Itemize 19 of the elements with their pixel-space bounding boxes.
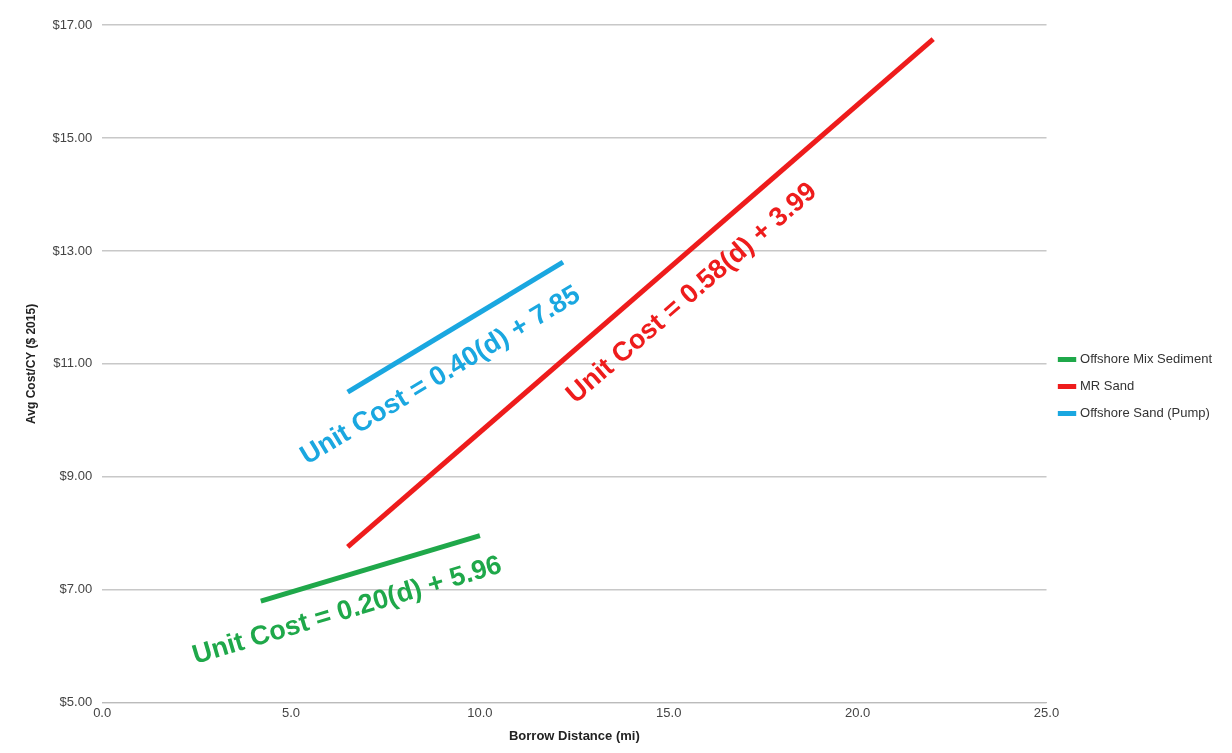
x-axis-title: Borrow Distance (mi)	[508, 727, 640, 743]
x-tick-label: 5.0	[281, 705, 301, 721]
y-tick-label: $5.00	[59, 694, 93, 710]
x-tick-label: 15.0	[656, 705, 682, 721]
annotation: Unit Cost = 0.20(d) + 5.96	[188, 548, 505, 670]
y-tick-label: $7.00	[59, 581, 93, 597]
legend-label: Offshore Sand (Pump)	[1080, 405, 1210, 421]
x-tick-label: 25.0	[1033, 705, 1060, 721]
legend-label: MR Sand	[1080, 378, 1135, 394]
x-tick-label: 0.0	[93, 705, 112, 721]
y-tick-label: $13.00	[52, 242, 93, 258]
y-tick-label: $9.00	[59, 468, 93, 484]
legend-label: Offshore Mix Sediment	[1080, 351, 1213, 367]
y-tick-label: $17.00	[52, 16, 93, 32]
y-tick-label: $11.00	[53, 355, 93, 371]
x-tick-label: 10.0	[467, 705, 493, 721]
x-tick-label: 20.0	[844, 705, 871, 721]
y-tick-label: $15.00	[52, 129, 93, 145]
y-axis-title: Avg Cost/CY ($ 2015)	[23, 303, 38, 424]
